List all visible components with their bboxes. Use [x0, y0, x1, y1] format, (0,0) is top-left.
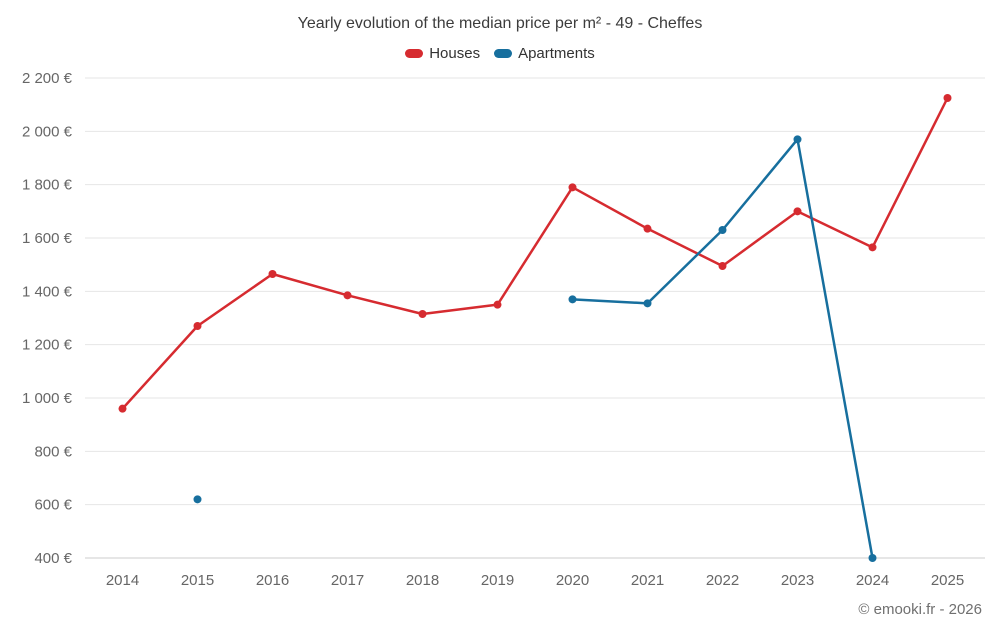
x-axis-label: 2020	[556, 572, 589, 589]
x-axis-label: 2017	[331, 572, 364, 589]
legend: Houses Apartments	[0, 45, 1000, 62]
y-axis-label: 1 200 €	[22, 337, 73, 354]
series-line-apartments	[571, 138, 874, 560]
point-apartments-2020[interactable]	[568, 295, 577, 304]
x-axis-label: 2024	[856, 572, 889, 589]
point-houses-2024[interactable]	[868, 243, 877, 252]
legend-label-houses: Houses	[429, 45, 481, 62]
point-apartments-2023[interactable]	[793, 135, 802, 144]
legend-label-apartments: Apartments	[518, 45, 595, 62]
copyright-credit: © emooki.fr - 2026	[858, 601, 982, 618]
legend-marker-houses	[405, 49, 424, 58]
x-axis-label: 2022	[706, 572, 739, 589]
point-apartments-2022[interactable]	[718, 226, 727, 234]
legend-marker-apartments	[494, 49, 513, 58]
point-houses-2018[interactable]	[418, 310, 427, 318]
x-axis-label: 2018	[406, 572, 439, 589]
y-axis-label: 600 €	[34, 497, 72, 514]
point-houses-2019[interactable]	[493, 300, 502, 309]
point-houses-2025[interactable]	[943, 94, 952, 102]
point-houses-2023[interactable]	[793, 207, 802, 216]
y-axis-label: 2 000 €	[22, 123, 73, 140]
point-apartments-2021[interactable]	[643, 299, 652, 308]
x-axis-label: 2025	[931, 572, 964, 589]
x-axis-label: 2019	[481, 572, 514, 589]
x-axis-label: 2021	[631, 572, 664, 589]
legend-item-houses[interactable]: Houses	[405, 45, 480, 62]
point-houses-2014[interactable]	[118, 404, 127, 413]
y-axis-label: 400 €	[34, 550, 72, 567]
x-axis-label: 2016	[256, 572, 289, 589]
point-apartments-2024[interactable]	[868, 554, 877, 562]
x-axis-label: 2023	[781, 572, 814, 589]
y-axis-label: 2 200 €	[22, 70, 73, 87]
legend-item-apartments[interactable]: Apartments	[494, 45, 595, 62]
point-houses-2021[interactable]	[643, 224, 652, 233]
point-apartments-2015[interactable]	[193, 495, 202, 504]
point-houses-2017[interactable]	[343, 291, 352, 300]
point-houses-2016[interactable]	[268, 270, 277, 278]
series-line-houses	[121, 96, 949, 410]
point-houses-2020[interactable]	[568, 183, 577, 192]
chart-title: Yearly evolution of the median price per…	[297, 15, 703, 32]
y-axis-label: 1 800 €	[22, 177, 73, 194]
x-axis-label: 2015	[181, 572, 214, 589]
point-houses-2022[interactable]	[718, 262, 727, 270]
y-axis-label: 1 000 €	[22, 390, 73, 407]
y-axis-label: 800 €	[34, 443, 72, 460]
x-axis-label: 2014	[106, 572, 139, 589]
y-axis-label: 1 600 €	[22, 230, 73, 247]
y-axis-label: 1 400 €	[22, 283, 73, 300]
point-houses-2015[interactable]	[193, 322, 202, 330]
chart-canvas: 400 € 600 € 800 € 1 000 € 1 200 € 1 400 € 1 60…	[22, 70, 985, 589]
